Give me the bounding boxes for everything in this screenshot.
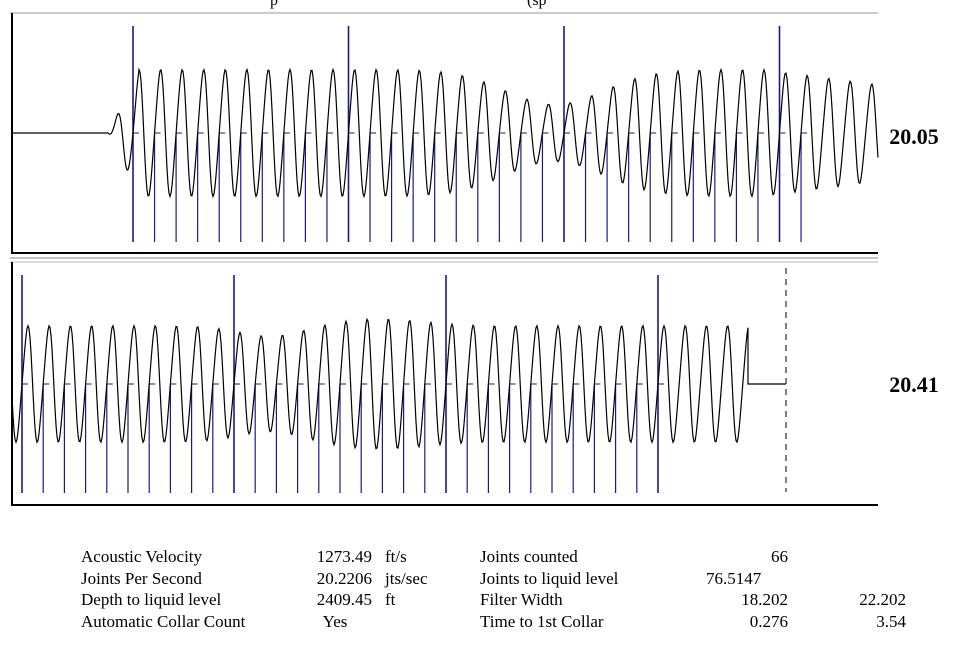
stat-label: Depth to liquid level xyxy=(81,590,222,609)
stats-units-col: ft/s jts/sec ft xyxy=(385,546,428,632)
stat-unit xyxy=(385,611,428,633)
stat-value: 0.276 xyxy=(749,611,788,631)
stat-value: 2409.45 xyxy=(316,590,372,609)
acoustic-chart: p (sp 20.05 20.41 xyxy=(10,0,939,506)
panel-2-collars xyxy=(21,275,664,493)
stats-values2-col: 66 76.5147 18.202 0.276 xyxy=(688,546,788,632)
stat-value: 22.202 xyxy=(859,590,906,609)
stat-value: Yes xyxy=(322,611,348,631)
stat-value xyxy=(820,568,906,590)
stats-labels2-col: Joints counted Joints to liquid level Fi… xyxy=(480,546,618,632)
stat-unit: jts/sec xyxy=(385,568,428,588)
stat-label: Automatic Collar Count xyxy=(81,611,246,631)
stats-values3-col: 22.202 3.54 xyxy=(820,546,906,632)
stat-value: 66 xyxy=(771,547,788,566)
stat-value: 76.5147 xyxy=(706,568,762,588)
stat-label: Joints counted xyxy=(480,547,578,566)
panel-1: 20.05 xyxy=(10,12,939,254)
stat-value: 18.202 xyxy=(741,590,788,609)
header-left-text: p xyxy=(270,0,278,9)
panel-2-waveform xyxy=(11,317,786,450)
stat-value: 3.54 xyxy=(876,611,906,631)
stat-value: 20.2206 xyxy=(316,568,372,588)
stat-label: Time to 1st Collar xyxy=(480,611,604,631)
panel-2: 20.41 xyxy=(10,257,939,506)
stat-label: Acoustic Velocity xyxy=(81,547,203,566)
stats-labels-col: Acoustic Velocity Joints Per Second Dept… xyxy=(81,546,245,632)
stat-unit: ft/s xyxy=(385,547,407,566)
header-right-text: (sp xyxy=(527,0,547,9)
panel-1-collars xyxy=(132,26,808,242)
stat-label: Joints to liquid level xyxy=(480,568,619,588)
stat-label: Joints Per Second xyxy=(81,568,202,588)
stat-value xyxy=(820,546,906,568)
stat-value: 1273.49 xyxy=(316,547,372,566)
panel-1-value: 20.05 xyxy=(889,124,939,149)
stat-label: Filter Width xyxy=(480,590,563,609)
stats-values-col: 1273.49 20.2206 2409.45 Yes xyxy=(276,546,372,632)
panel-2-value: 20.41 xyxy=(889,372,939,397)
panel-1-waveform xyxy=(12,67,879,199)
stat-unit: ft xyxy=(385,590,396,609)
